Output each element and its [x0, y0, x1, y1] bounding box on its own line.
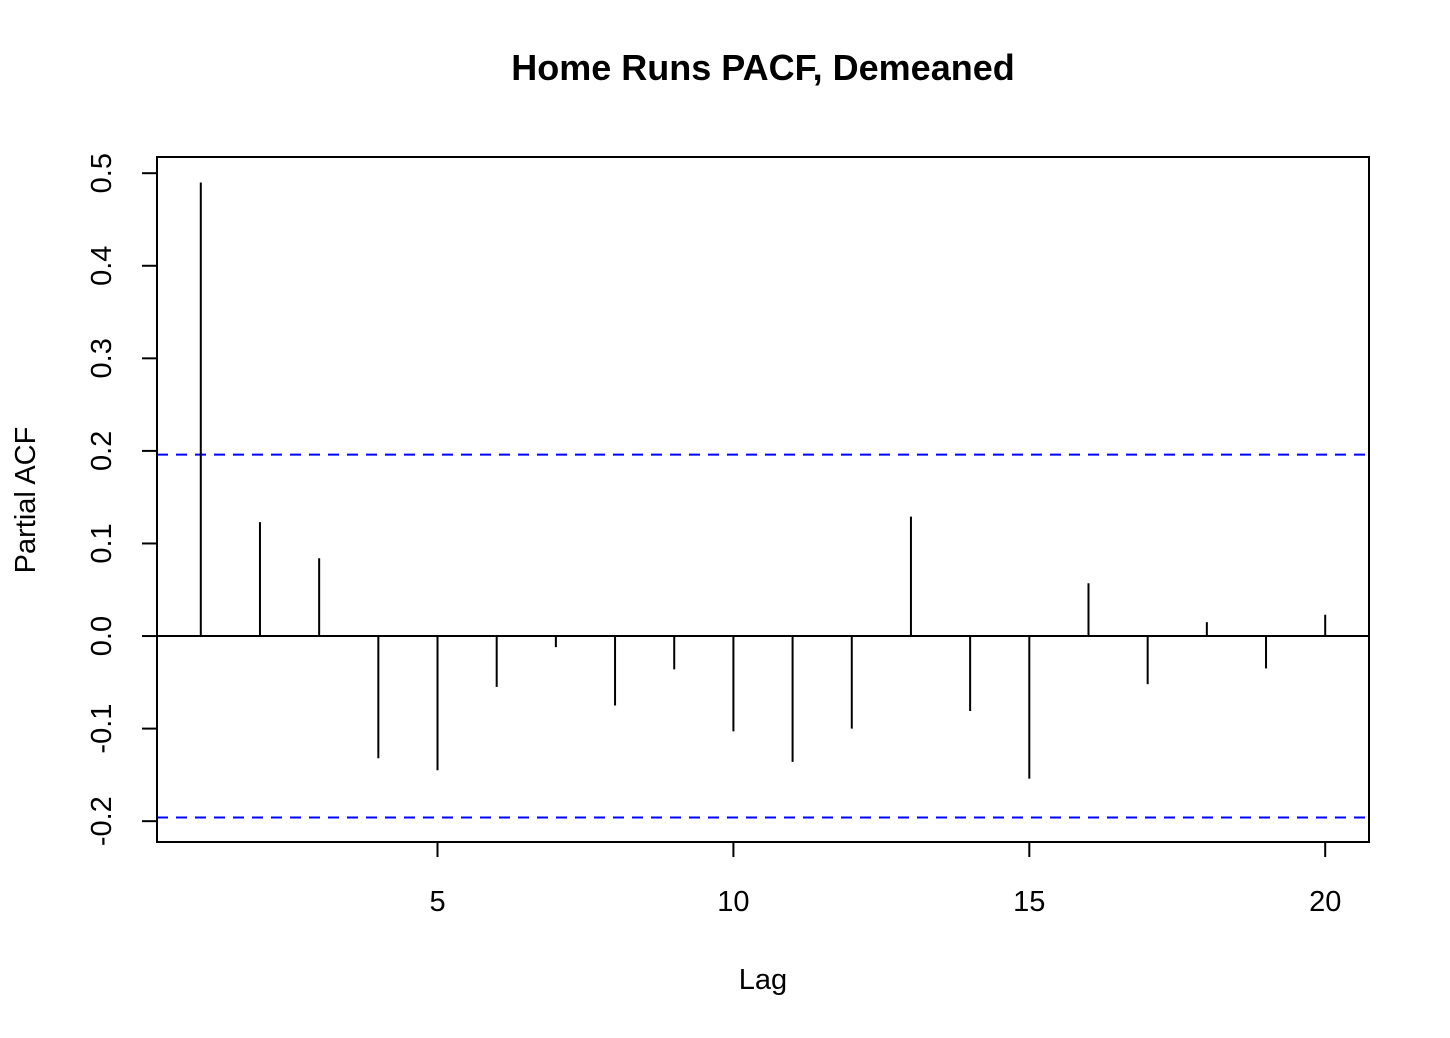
y-tick-label-0.4: 0.4 [86, 246, 118, 286]
x-tick-label-10: 10 [717, 886, 749, 918]
y-tick-label-0.5: 0.5 [86, 153, 118, 193]
y-tick-label-0.1: 0.1 [86, 523, 118, 563]
x-tick-label-15: 15 [1013, 886, 1045, 918]
y-tick-label--0.2: -0.2 [86, 796, 118, 846]
y-tick-label-0.0: 0.0 [86, 616, 118, 656]
y-tick-label-0.3: 0.3 [86, 338, 118, 378]
y-tick-label-0.2: 0.2 [86, 431, 118, 471]
chart-title: Home Runs PACF, Demeaned [511, 47, 1014, 88]
x-tick-label-20: 20 [1309, 886, 1341, 918]
x-axis-label: Lag [739, 964, 787, 996]
y-axis-label: Partial ACF [10, 427, 42, 574]
chart-marks: 5 10 15 20 -0.2 -0.1 0.0 0.1 0.2 0.3 0.4 0.5 [86, 153, 1369, 918]
y-tick-label--0.1: -0.1 [86, 704, 118, 754]
x-tick-label-5: 5 [429, 886, 445, 918]
plot-frame [156, 156, 1370, 843]
